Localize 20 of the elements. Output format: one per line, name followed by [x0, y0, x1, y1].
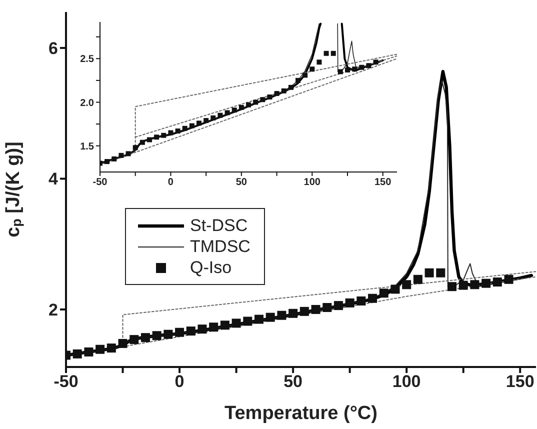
- y-tick-label: 4: [48, 170, 59, 189]
- y-tick-label: 2.5: [80, 54, 94, 66]
- x-tick-label: 150: [506, 372, 534, 392]
- legend-label: TMDSC: [190, 236, 250, 256]
- x-tick-label: 0: [168, 177, 174, 188]
- x-tick-label: -50: [54, 372, 78, 392]
- x-tick-label: 0: [174, 372, 184, 392]
- legend-label: Q-Iso: [190, 258, 232, 278]
- y-tick-label: 2.0: [80, 98, 94, 109]
- y-tick-label: 2: [48, 300, 58, 320]
- y-tick-label: 1.5: [80, 141, 94, 152]
- x-tick-label: 100: [304, 177, 321, 188]
- legend-label: St-DSC: [190, 216, 248, 236]
- x-axis-title: Temperature (°C): [224, 403, 378, 424]
- x-tick-label: 100: [392, 372, 421, 392]
- x-tick-label: -50: [92, 177, 108, 188]
- x-tick-label: 50: [236, 177, 248, 188]
- x-tick-label: 150: [374, 177, 392, 188]
- x-tick-label: 50: [284, 372, 303, 392]
- y-tick-label: 6: [48, 38, 58, 58]
